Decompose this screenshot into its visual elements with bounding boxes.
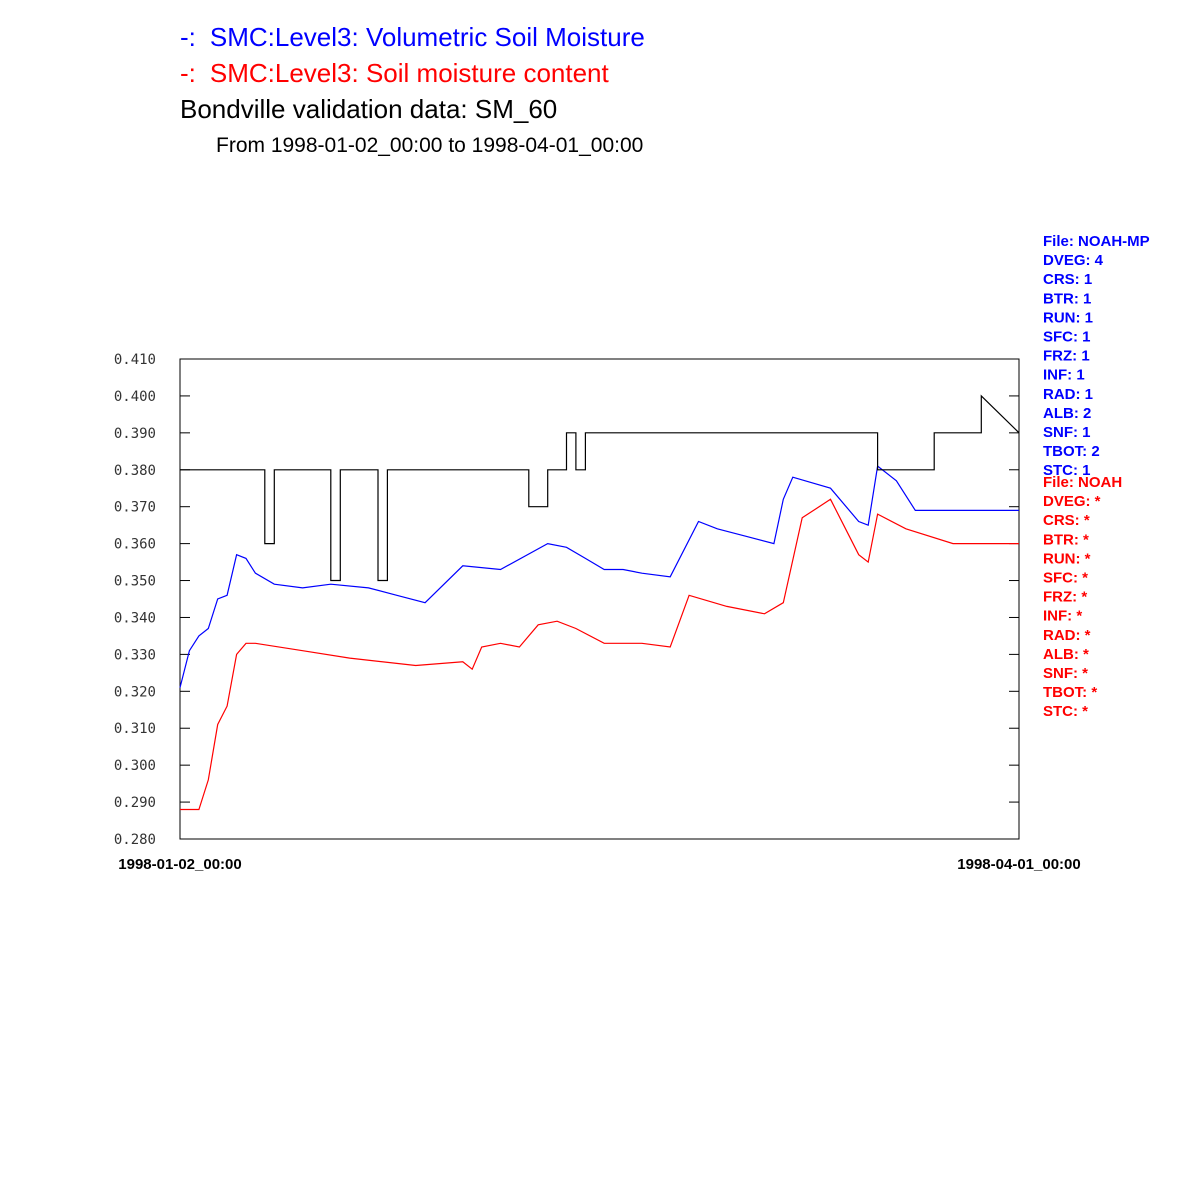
legend: File: NOAH-MP DVEG: 4 CRS: 1 BTR: 1 RUN: 1 SF… — [1043, 233, 1150, 720]
legend-entry: INF: * — [1043, 608, 1082, 625]
chart-title-line: Bondville validation data: SM_60 — [180, 94, 557, 124]
legend-entry: ALB: * — [1043, 646, 1089, 663]
legend-entry: FRZ: 1 — [1043, 348, 1090, 365]
legend-entry: DVEG: 4 — [1043, 252, 1104, 269]
title-block: -: SMC:Level3: Volumetric Soil Moisture-:… — [180, 22, 645, 157]
title-text: SMC:Level3: Volumetric Soil Moisture — [210, 22, 645, 52]
y-tick-label: 0.410 — [114, 352, 156, 368]
legend-entry: CRS: * — [1043, 512, 1090, 529]
title-prefix: -: — [180, 22, 196, 52]
series-line — [180, 498, 1019, 811]
y-tick-label: 0.310 — [114, 721, 156, 737]
legend-entry: ALB: 2 — [1043, 405, 1091, 422]
legend-entry: File: NOAH-MP — [1043, 233, 1150, 250]
chart-title-line: -: SMC:Level3: Soil moisture content — [180, 58, 610, 88]
legend-entry: RUN: 1 — [1043, 309, 1093, 326]
chart-subtitle: From 1998-01-02_00:00 to 1998-04-01_00:0… — [216, 134, 643, 157]
legend-entry: TBOT: * — [1043, 684, 1097, 701]
legend-entry: RAD: * — [1043, 627, 1091, 644]
plot-frame — [179, 358, 1020, 840]
legend-entry: SFC: 1 — [1043, 329, 1091, 346]
series-line — [180, 394, 1020, 582]
y-tick-label: 0.400 — [114, 389, 156, 405]
y-tick-label: 0.280 — [114, 832, 156, 848]
legend-entry: BTR: 1 — [1043, 290, 1091, 307]
legend-entry: STC: 1 — [1043, 462, 1091, 479]
chart-title-line: -: SMC:Level3: Volumetric Soil Moisture — [180, 22, 645, 52]
x-tick-label: 1998-01-02_00:00 — [118, 856, 241, 873]
y-tick-label: 0.320 — [114, 684, 156, 700]
legend-entry: RAD: 1 — [1043, 386, 1093, 403]
legend-entry: SNF: * — [1043, 665, 1088, 682]
legend-entry: INF: 1 — [1043, 367, 1085, 384]
title-text: SMC:Level3: Soil moisture content — [210, 58, 610, 88]
legend-entry: SFC: * — [1043, 570, 1088, 587]
x-tick-label: 1998-04-01_00:00 — [957, 856, 1080, 873]
legend-entry: File: NOAH — [1043, 474, 1122, 491]
legend-entry: CRS: 1 — [1043, 271, 1092, 288]
y-tick-label: 0.370 — [114, 500, 156, 516]
y-tick-label: 0.350 — [114, 574, 156, 590]
legend-entry: FRZ: * — [1043, 589, 1087, 606]
y-tick-label: 0.360 — [114, 537, 156, 553]
legend-entry: RUN: * — [1043, 550, 1091, 567]
legend-entry: STC: * — [1043, 703, 1088, 720]
y-tick-label: 0.300 — [114, 758, 156, 774]
series-line — [179, 465, 1019, 688]
legend-entry: TBOT: 2 — [1043, 443, 1100, 460]
legend-entry: DVEG: * — [1043, 493, 1101, 510]
y-tick-label: 0.340 — [114, 610, 156, 626]
y-tick-label: 0.380 — [114, 463, 156, 479]
y-tick-label: 0.390 — [114, 426, 156, 442]
y-tick-label: 0.290 — [114, 795, 156, 811]
title-prefix: -: — [180, 58, 196, 88]
plot-area: 0.280 0.290 0.300 0.310 0.320 0.330 0.340 0.350… — [114, 352, 1081, 873]
legend-entry: BTR: * — [1043, 531, 1089, 548]
y-tick-label: 0.330 — [114, 647, 156, 663]
legend-entry: SNF: 1 — [1043, 424, 1091, 441]
